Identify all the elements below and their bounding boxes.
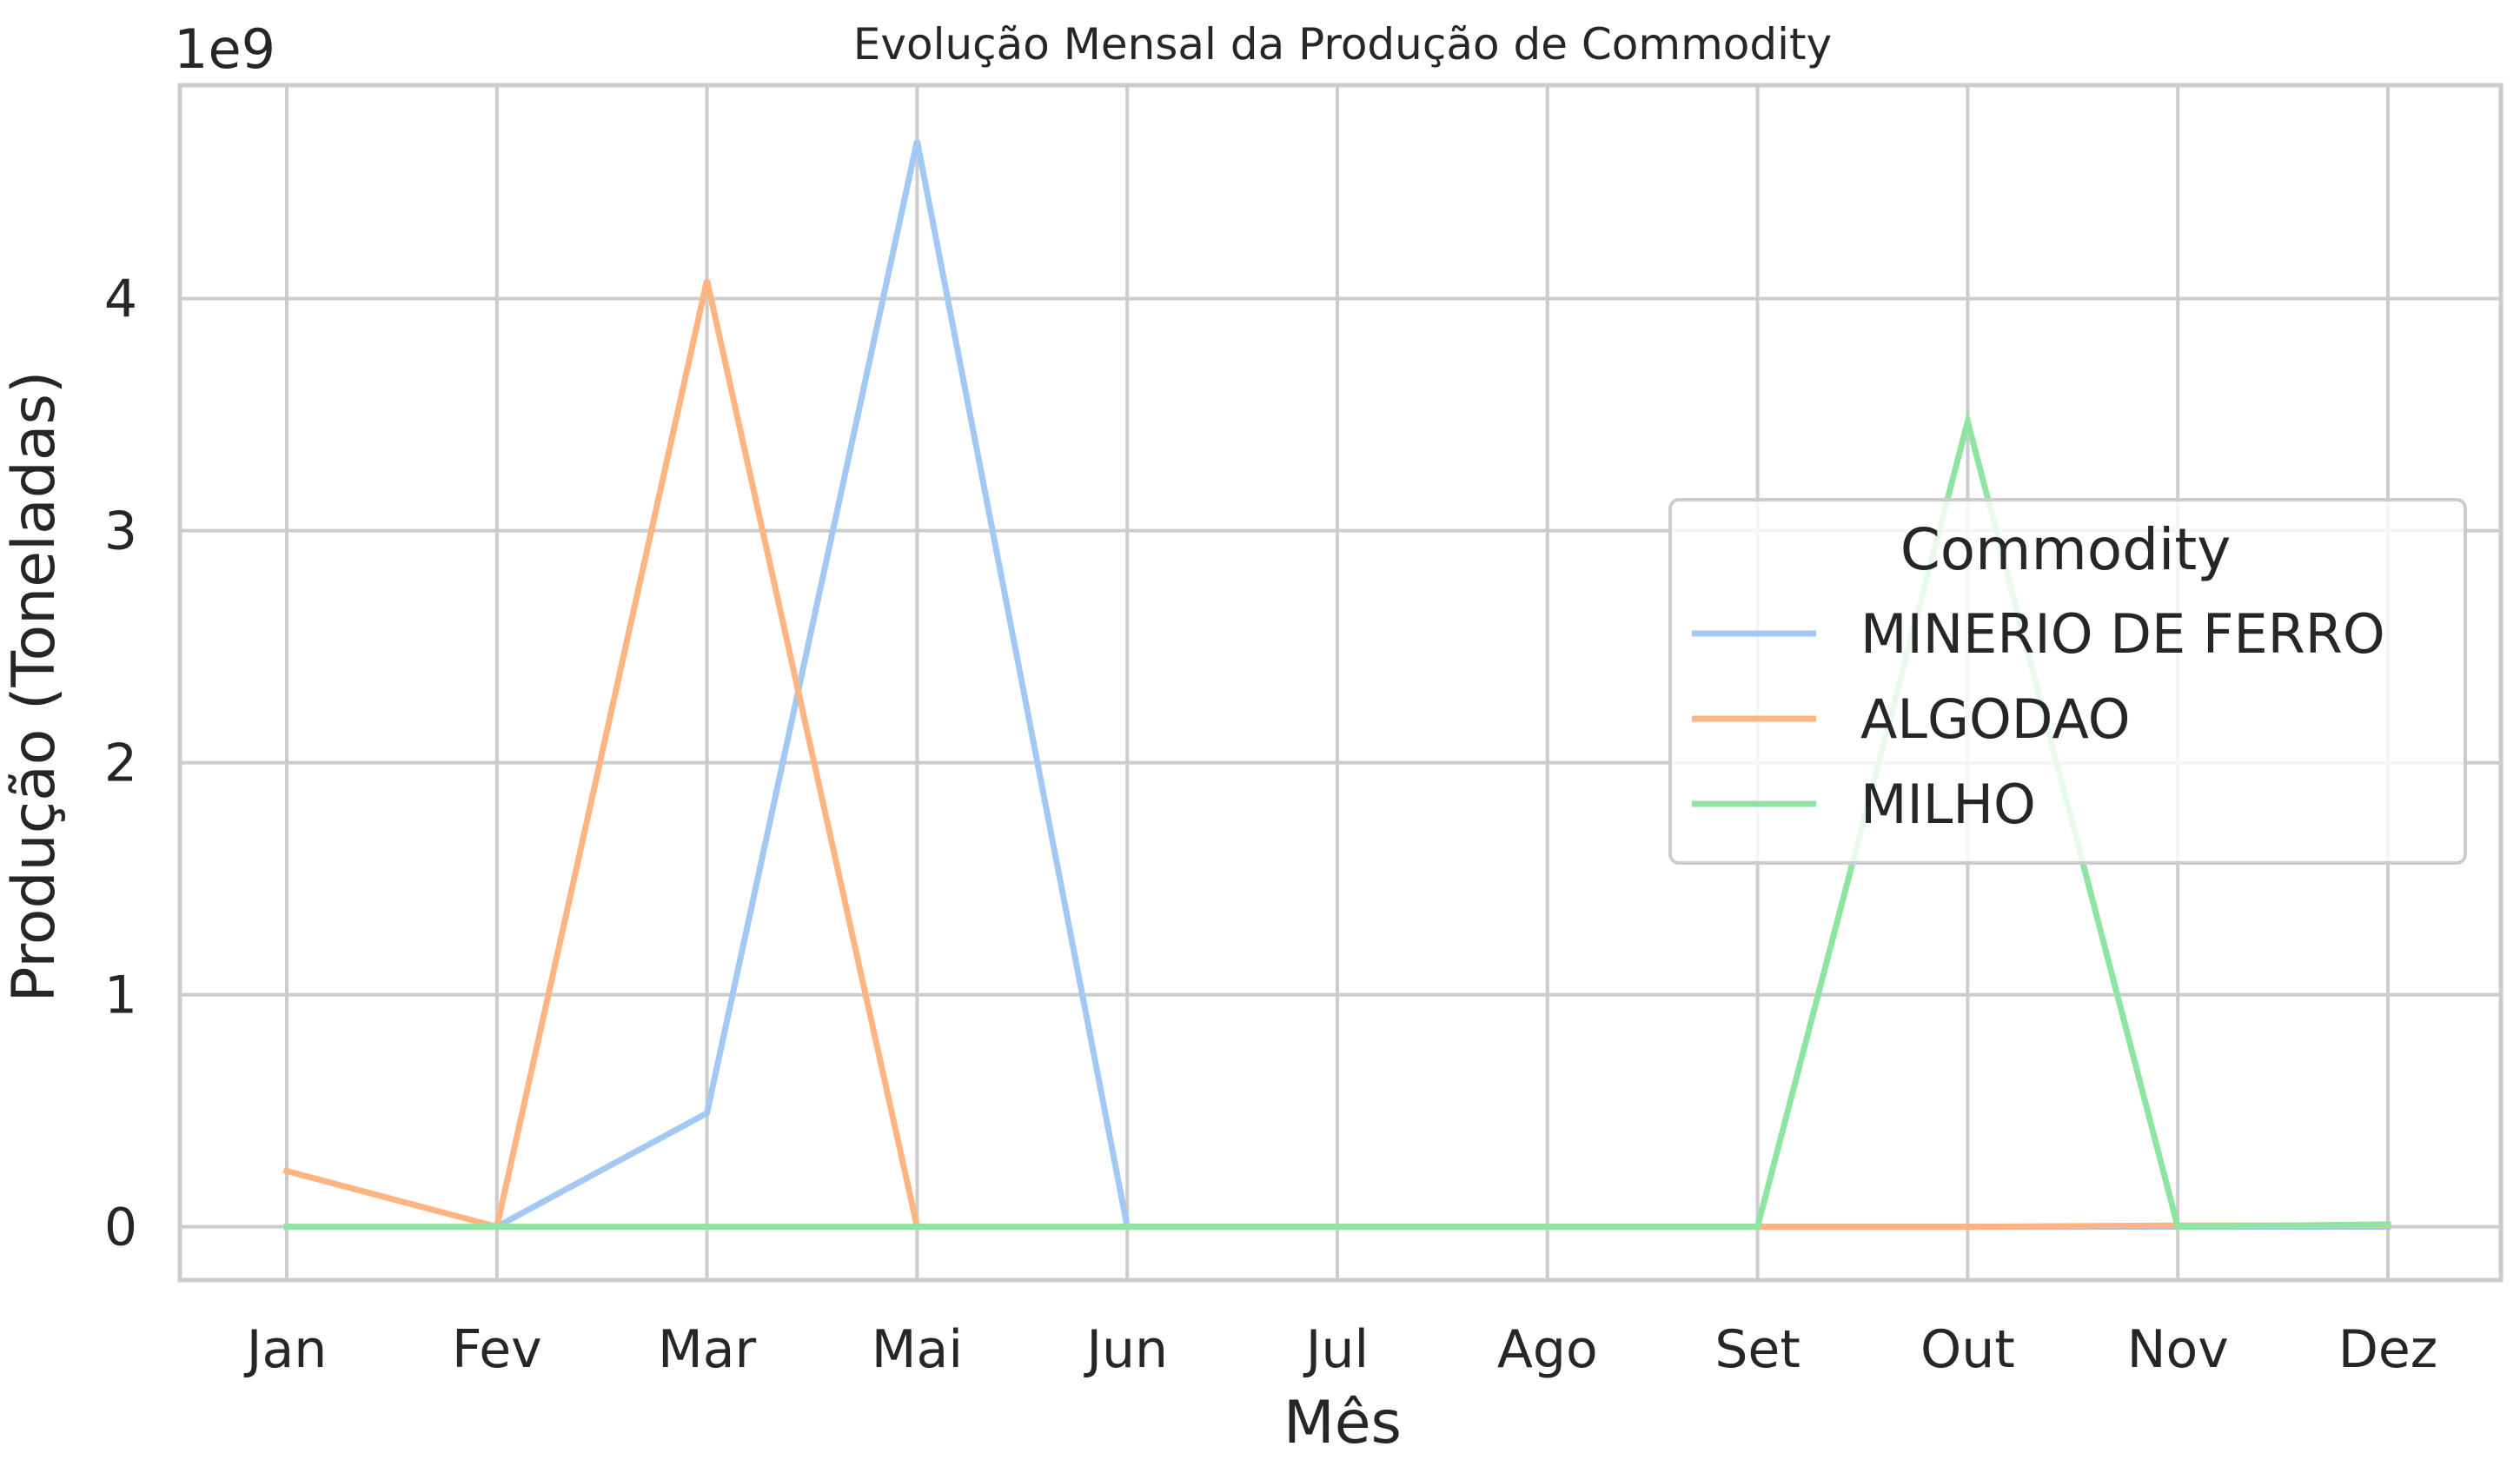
legend-title: Commodity <box>1900 516 2232 583</box>
x-tick-label: Jul <box>1303 1319 1369 1380</box>
x-tick-label: Out <box>1920 1319 2015 1380</box>
y-tick-label: 4 <box>104 269 137 330</box>
y-axis-offset-label: 1e9 <box>174 17 275 81</box>
legend-label: MILHO <box>1860 773 2036 836</box>
legend-label: MINERIO DE FERRO <box>1860 602 2385 666</box>
x-tick-label: Set <box>1714 1319 1800 1380</box>
x-axis-label: Mês <box>1283 1389 1402 1457</box>
x-tick-label: Ago <box>1497 1319 1598 1380</box>
legend-box <box>1668 498 2467 865</box>
y-tick-labels: 0 1 2 3 4 <box>104 269 137 1258</box>
x-tick-label: Jun <box>1083 1319 1168 1380</box>
legend-label: ALGODAO <box>1860 687 2131 751</box>
x-tick-label: Mar <box>658 1319 757 1380</box>
x-tick-label: Fev <box>452 1319 542 1380</box>
x-tick-label: Mai <box>872 1319 963 1380</box>
y-axis-label: Produção (Toneladas) <box>0 371 69 1003</box>
y-tick-label: 2 <box>104 733 137 794</box>
chart-title: Evolução Mensal da Produção de Commodity <box>853 19 1832 70</box>
x-tick-label: Dez <box>2338 1319 2438 1380</box>
x-tick-label: Jan <box>243 1319 328 1380</box>
y-tick-label: 3 <box>104 501 137 562</box>
plot-area-frame <box>177 83 2503 1283</box>
legend-entries: MINERIO DE FERRO ALGODAO MILHO <box>1692 602 2385 836</box>
y-tick-label: 1 <box>104 966 137 1026</box>
legend: Commodity MINERIO DE FERRO ALGODAO MILHO <box>1668 498 2467 865</box>
y-tick-label: 0 <box>104 1198 137 1258</box>
x-tick-label: Nov <box>2127 1319 2229 1380</box>
x-tick-labels: Jan Fev Mar Mai Jun Jul Ago Set Out Nov Dez <box>243 1319 2438 1380</box>
